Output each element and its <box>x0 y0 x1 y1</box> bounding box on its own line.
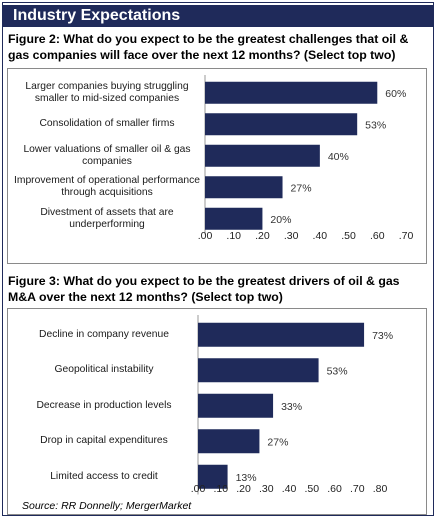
category-label: Limited access to credit <box>50 470 158 482</box>
figure-3-chart: 73% 53% 33% 27% 13% .00 .10 .20 .30 .40 .50 .60 .70.… <box>7 308 427 515</box>
figure-2-chart: 60% 53% 40% 27% 20% .00 .10 .20 .30 .40 .50 .60 .70 L… <box>7 68 427 264</box>
x-tick-label: .40 <box>282 483 297 495</box>
category-label: Consolidation of smaller firms <box>39 118 175 130</box>
x-tick-label: .80 <box>373 483 388 495</box>
bar <box>198 322 365 347</box>
report-frame <box>2 2 434 516</box>
data-label: 13% <box>236 472 257 484</box>
x-tick-label: .50 <box>341 230 356 242</box>
data-label: 60% <box>385 88 406 100</box>
data-label: 33% <box>281 401 302 413</box>
x-tick-label: .40 <box>313 230 328 242</box>
x-tick-label: .00 <box>191 483 206 495</box>
data-label: 20% <box>270 214 291 226</box>
data-label: 27% <box>291 182 312 194</box>
x-tick-label: .10 <box>226 230 241 242</box>
x-tick-label: .30 <box>259 483 274 495</box>
chart-svg: 60% 53% 40% 27% 20% .00 .10 .20 .30 .40 .50 .60 .70 <box>198 75 414 242</box>
chart-svg: 73% 53% 33% 27% 13% .00 .10 .20 .30 .40 .50 .60 .70.… <box>191 315 393 495</box>
x-tick-label: .10 <box>213 483 228 495</box>
category-label: Lower valuations of smaller oil & gas co… <box>23 143 191 167</box>
section-header: Industry Expectations <box>3 5 433 27</box>
bar <box>205 207 263 230</box>
bar <box>205 176 283 199</box>
x-tick-label: .50 <box>304 483 319 495</box>
x-tick-label: .00 <box>198 230 213 242</box>
x-tick-label: .20 <box>255 230 270 242</box>
data-label: 73% <box>372 330 393 342</box>
bar <box>205 144 320 167</box>
bar <box>198 358 319 383</box>
data-label: 40% <box>328 151 349 163</box>
x-tick-label: .20 <box>236 483 251 495</box>
x-tick-label: .30 <box>284 230 299 242</box>
x-tick-label: .70 <box>350 483 365 495</box>
category-label: Decline in company revenue <box>39 328 169 340</box>
category-label: Larger companies buying struggling small… <box>25 80 189 104</box>
x-tick-label: .60 <box>370 230 385 242</box>
bar <box>198 393 274 418</box>
x-tick-label: .60 <box>327 483 342 495</box>
category-label: Decrease in production levels <box>36 399 172 411</box>
category-label: Drop in capital expenditures <box>40 435 168 447</box>
bar <box>205 81 378 104</box>
figure-3-title: Figure 3: What do you expect to be the g… <box>8 274 400 304</box>
x-tick-label: .70 <box>399 230 414 242</box>
category-label: Divestment of assets that are underperfo… <box>40 206 174 230</box>
category-label: Geopolitical instability <box>54 364 154 376</box>
data-label: 53% <box>365 119 386 131</box>
data-label: 53% <box>327 365 348 377</box>
bar <box>205 113 358 136</box>
data-label: 27% <box>267 436 288 448</box>
category-label: Improvement of operational performance t… <box>14 175 201 199</box>
source-note: Source: RR Donnelly; MergerMarket <box>22 500 192 512</box>
figure-2-title: Figure 2: What do you expect to be the g… <box>8 32 409 62</box>
bar <box>198 464 228 489</box>
bar <box>198 429 260 454</box>
